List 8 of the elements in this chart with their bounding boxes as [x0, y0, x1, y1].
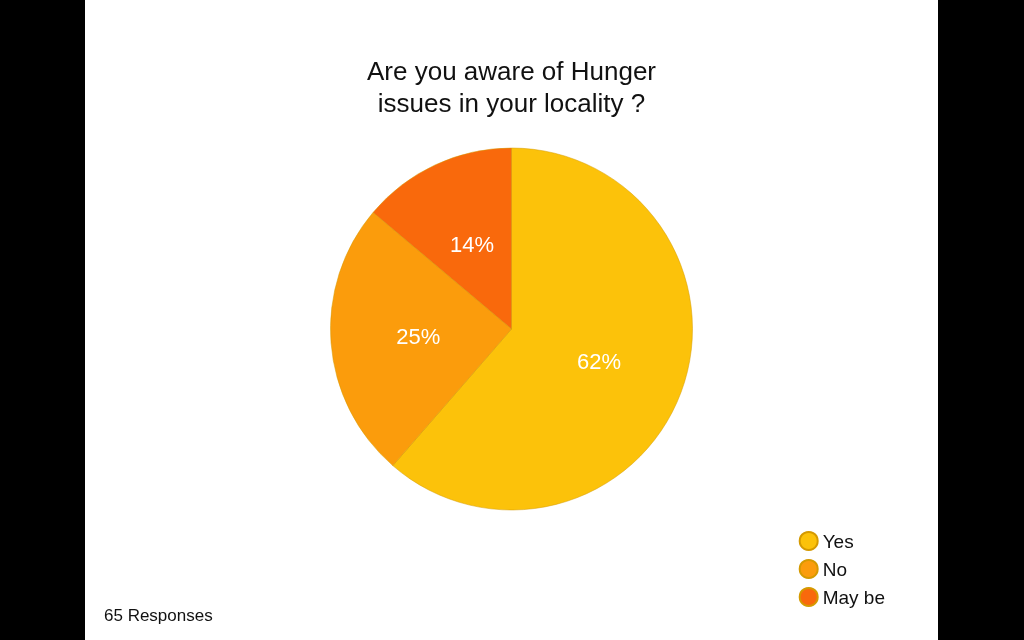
- legend-label: No: [822, 558, 847, 580]
- legend-label: Yes: [822, 530, 854, 552]
- data-label: 25%: [396, 323, 441, 349]
- text: 65 Responses: [104, 606, 213, 625]
- data-label: 14%: [450, 231, 495, 257]
- chart-title: Are you aware of Hunger issues in your locality ?: [366, 56, 657, 118]
- data-label: 62%: [577, 349, 622, 375]
- legend-label: May be: [822, 586, 886, 608]
